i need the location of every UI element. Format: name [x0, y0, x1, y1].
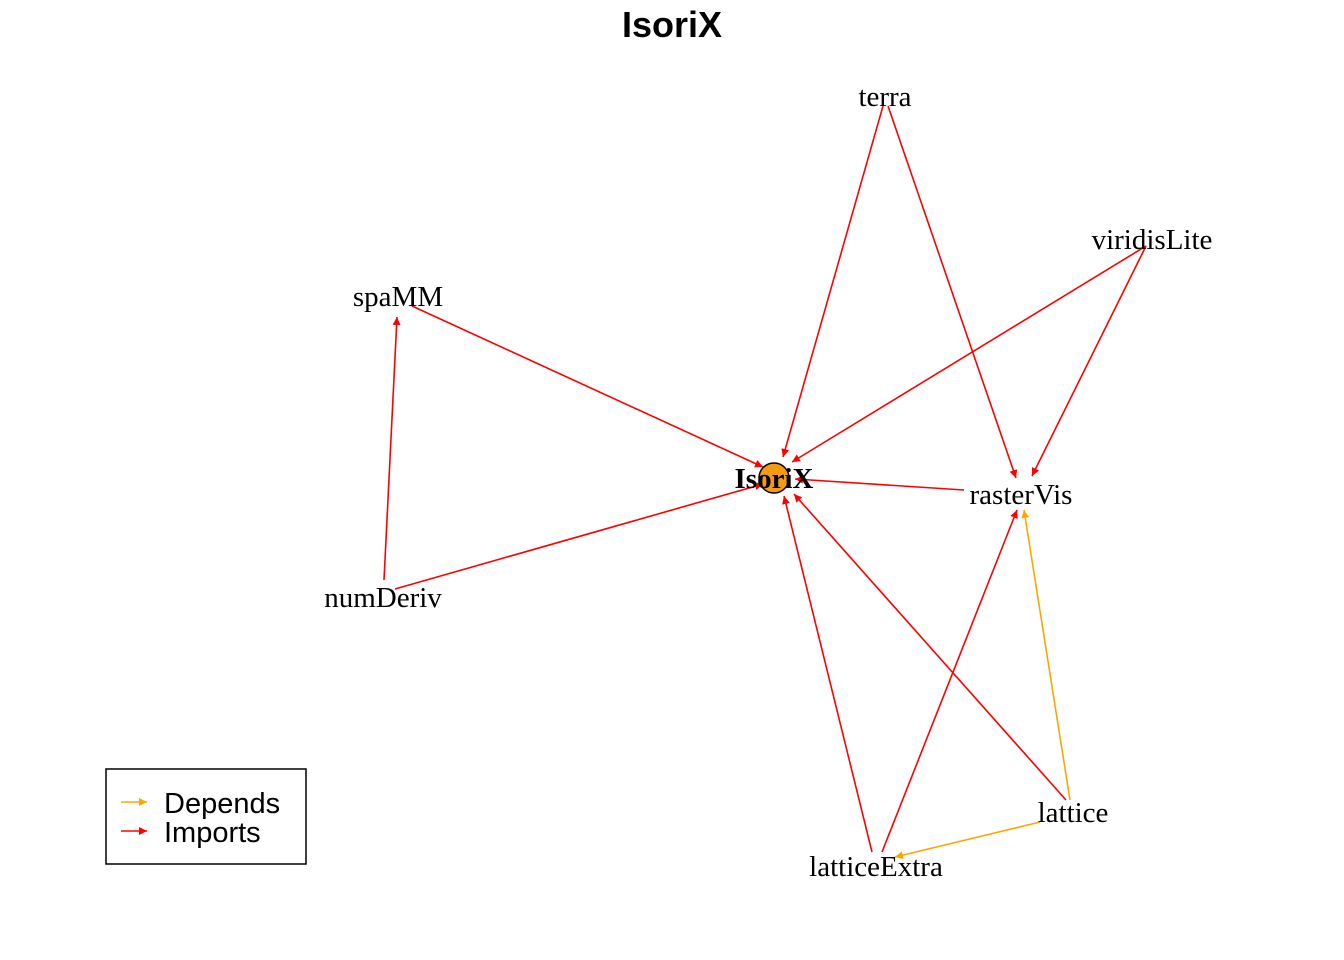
- node-label-spaMM: spaMM: [353, 281, 443, 313]
- edge-viridisLite-to-IsoriX: [791, 245, 1147, 463]
- focal-node-circle: [758, 462, 790, 494]
- node-label-IsoriX: IsoriX: [735, 463, 814, 495]
- legend: Depends Imports: [105, 768, 307, 865]
- edge-lattice-to-IsoriX: [793, 493, 1067, 801]
- chart-title: IsoriX: [622, 4, 722, 45]
- node-label-terra: terra: [858, 81, 911, 113]
- node-label-rasterVis: rasterVis: [970, 479, 1073, 511]
- node-viridisLite: viridisLite: [1092, 224, 1213, 256]
- edge-numDeriv-to-spaMM: [383, 316, 401, 581]
- edge-lattice-to-rasterVis: [1021, 509, 1071, 801]
- node-latticeExtra: latticeExtra: [809, 851, 943, 883]
- node-lattice: lattice: [1038, 797, 1109, 829]
- edge-terra-to-IsoriX: [781, 105, 884, 458]
- node-label-lattice: lattice: [1038, 797, 1109, 829]
- node-rasterVis: rasterVis: [970, 479, 1073, 511]
- edge-latticeExtra-to-IsoriX: [782, 495, 873, 853]
- legend-item-imports: Imports: [121, 817, 261, 849]
- node-label-viridisLite: viridisLite: [1092, 224, 1213, 256]
- legend-item-depends: Depends: [121, 788, 280, 820]
- edge-terra-to-rasterVis: [887, 105, 1018, 479]
- node-spaMM: spaMM: [353, 281, 443, 313]
- edge-latticeExtra-to-rasterVis: [881, 509, 1018, 853]
- edge-viridisLite-to-rasterVis: [1031, 245, 1147, 477]
- edge-spaMM-to-IsoriX: [411, 305, 764, 468]
- node-label-latticeExtra: latticeExtra: [809, 851, 943, 883]
- edge-rasterVis-to-IsoriX: [794, 475, 965, 491]
- edge-layer: [383, 105, 1147, 860]
- edge-lattice-to-latticeExtra: [894, 821, 1041, 860]
- legend-imports-label: Imports: [164, 817, 261, 849]
- node-numDeriv: numDeriv: [324, 582, 442, 614]
- node-label-numDeriv: numDeriv: [324, 582, 442, 614]
- node-layer: IsoriX terra viridisLite spaMM rasterVis numD…: [324, 81, 1212, 883]
- node-terra: terra: [858, 81, 911, 113]
- legend-box: [105, 768, 307, 865]
- legend-depends-label: Depends: [164, 788, 280, 820]
- node-IsoriX: IsoriX: [735, 462, 814, 495]
- edge-numDeriv-to-IsoriX: [394, 482, 764, 590]
